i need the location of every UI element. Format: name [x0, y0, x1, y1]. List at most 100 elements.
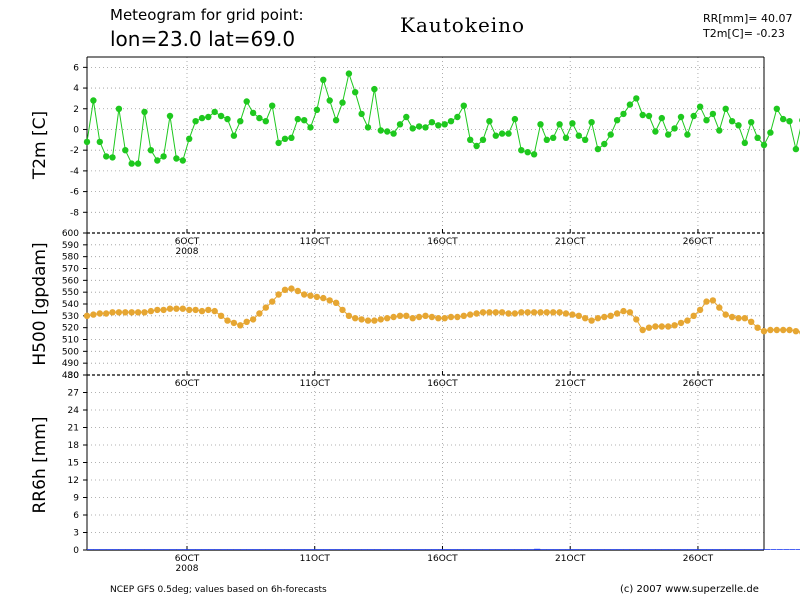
data-point	[684, 317, 691, 324]
data-point	[320, 294, 327, 302]
data-point	[473, 142, 480, 150]
data-point	[460, 312, 467, 319]
data-point	[217, 312, 225, 319]
precip-bar	[693, 549, 700, 550]
data-point	[396, 312, 404, 319]
precip-bar	[559, 549, 566, 550]
precip-bar	[725, 549, 732, 550]
data-point	[441, 121, 448, 128]
data-point	[262, 118, 269, 125]
data-point	[262, 304, 269, 311]
data-point	[301, 291, 308, 298]
precip-bar	[521, 549, 528, 550]
data-point	[288, 134, 295, 141]
precip-bar	[732, 549, 739, 550]
data-point	[588, 317, 595, 324]
precip-bar	[655, 549, 662, 550]
data-point	[422, 124, 429, 131]
precip-bar	[789, 549, 796, 550]
data-point	[364, 317, 372, 324]
data-point	[192, 118, 199, 125]
precip-bar	[106, 549, 113, 550]
precip-bar	[208, 549, 215, 550]
series-line	[86, 71, 800, 165]
precip-bar	[329, 549, 336, 550]
data-point	[428, 313, 436, 321]
data-point	[588, 119, 595, 126]
data-point	[728, 313, 736, 321]
ytick-label: 18	[68, 441, 80, 451]
precip-bar	[150, 549, 157, 550]
precip-bar	[706, 549, 713, 550]
data-point	[345, 312, 353, 319]
data-point	[281, 135, 289, 142]
precip-bar	[406, 549, 413, 550]
title-coordinates: lon=23.0 lat=69.0	[110, 27, 296, 51]
precip-bar	[546, 549, 553, 550]
data-point	[217, 112, 225, 120]
data-point	[620, 110, 627, 118]
data-point	[435, 122, 442, 129]
precip-bar	[361, 549, 368, 550]
data-point	[741, 315, 748, 322]
precip-bar	[795, 549, 800, 550]
data-point	[767, 129, 774, 136]
xtick-label: 11OCT	[300, 554, 331, 564]
data-point	[390, 130, 397, 137]
data-point	[377, 316, 384, 323]
data-point	[186, 135, 193, 142]
data-point	[613, 310, 621, 317]
precip-bar	[757, 549, 764, 550]
data-point	[415, 313, 423, 321]
data-point	[575, 312, 582, 319]
data-point	[320, 76, 327, 84]
data-point	[166, 305, 174, 312]
data-point	[486, 309, 493, 316]
data-point	[722, 311, 729, 318]
precip-bar	[751, 549, 758, 550]
precip-bar	[214, 549, 221, 550]
data-point	[364, 124, 372, 131]
precip-bar	[527, 549, 534, 550]
data-point	[658, 114, 665, 122]
precip-bar	[502, 549, 509, 550]
xtick-label: 21OCT	[555, 554, 586, 564]
precip-bar	[278, 549, 285, 550]
data-point	[562, 310, 570, 317]
precip-bar	[99, 549, 106, 550]
precip-bar	[157, 549, 164, 550]
precip-bar	[431, 549, 438, 550]
ytick-label: 2	[73, 105, 79, 115]
data-point	[160, 306, 167, 314]
precip-bar	[170, 549, 177, 550]
data-point	[760, 328, 768, 335]
data-point	[339, 306, 346, 314]
data-point	[134, 309, 142, 316]
precip-bar	[253, 549, 260, 550]
precip-bar	[444, 549, 451, 550]
precip-bar	[738, 549, 745, 550]
data-point	[639, 111, 646, 119]
precip-bar	[291, 549, 298, 550]
precip-bar	[118, 549, 125, 550]
ytick-label: 24	[68, 406, 80, 416]
ytick-label: 0	[73, 125, 79, 135]
data-point	[556, 121, 563, 128]
data-point	[224, 115, 231, 123]
title-line-1: Meteogram for grid point:	[110, 6, 304, 24]
data-point	[160, 153, 167, 160]
data-point	[147, 147, 155, 154]
data-point	[96, 138, 104, 146]
data-point	[550, 134, 557, 141]
data-point	[90, 97, 97, 104]
data-point	[198, 114, 206, 122]
data-point	[307, 292, 314, 299]
data-point	[754, 324, 761, 331]
ytick-label: 0	[73, 546, 79, 556]
data-point	[294, 287, 301, 295]
precip-bar	[374, 549, 381, 550]
data-point	[90, 311, 97, 318]
data-point	[345, 70, 353, 77]
data-source-note: NCEP GFS 0.5deg; values based on 6h-fore…	[110, 585, 327, 595]
data-point	[422, 312, 429, 319]
